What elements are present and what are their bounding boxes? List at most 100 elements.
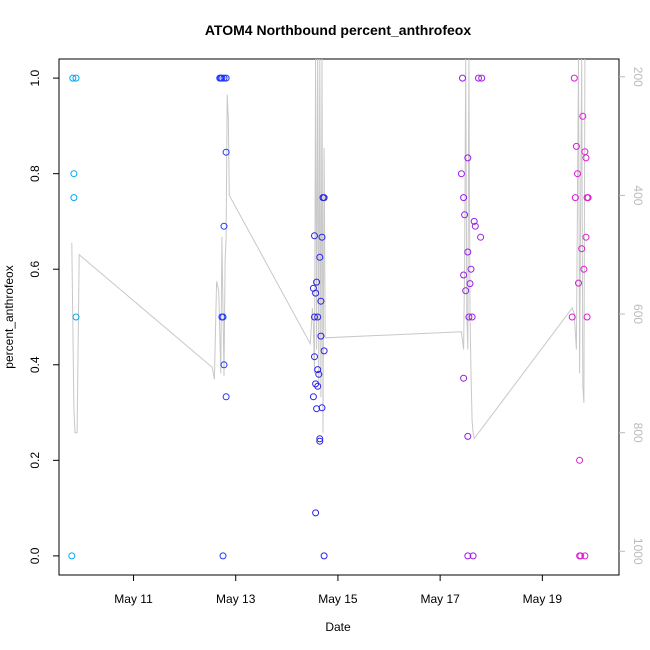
x-tick-label: May 13 — [216, 592, 256, 606]
data-point — [457, 170, 465, 178]
data-point — [464, 154, 472, 162]
x-tick-label: May 15 — [318, 592, 358, 606]
data-point — [475, 74, 482, 82]
data-point — [320, 552, 328, 560]
data-point — [318, 404, 326, 412]
data-point — [317, 297, 325, 305]
data-point — [309, 393, 317, 401]
data-point — [317, 332, 325, 340]
data-point — [576, 456, 584, 464]
data-point — [467, 265, 475, 273]
y-tick-label: 0.2 — [28, 452, 42, 469]
data-point — [580, 265, 588, 273]
data-point — [222, 74, 230, 82]
data-point — [218, 74, 226, 82]
data-point — [468, 313, 476, 321]
data-point — [312, 509, 320, 517]
data-point — [68, 552, 76, 560]
data-point — [572, 142, 580, 150]
data-point — [314, 366, 322, 374]
y2-tick-label: 1000 — [631, 538, 645, 565]
x-tick-label: May 11 — [114, 592, 153, 606]
data-point — [583, 313, 591, 321]
data-point — [464, 552, 472, 560]
y-axis-label: percent_anthrofeox — [2, 265, 16, 368]
data-point — [575, 279, 582, 287]
x-axis-label: Date — [325, 620, 351, 634]
data-point — [570, 74, 578, 82]
line-layer — [71, 58, 586, 440]
data-point — [462, 287, 470, 295]
data-point — [577, 552, 585, 560]
y-tick-label: 0.4 — [28, 356, 42, 373]
data-point — [459, 74, 466, 82]
y-tick-label: 1.0 — [28, 69, 42, 86]
data-point — [471, 222, 479, 230]
data-point — [464, 248, 472, 256]
y2-axis: 200 400 600 800 1000 — [619, 67, 645, 565]
data-point — [316, 437, 324, 445]
x-tick-label: May 19 — [523, 592, 563, 606]
plot-frame — [58, 58, 620, 576]
y-tick-label: 0.6 — [28, 261, 42, 278]
data-point — [311, 232, 318, 240]
data-point — [219, 552, 227, 560]
y-tick-label: 0.0 — [28, 547, 42, 564]
data-point — [460, 374, 468, 382]
data-point — [315, 370, 323, 378]
chart-title: ATOM4 Northbound percent_anthrofeox — [205, 22, 471, 38]
data-point — [314, 313, 322, 321]
data-point — [316, 435, 324, 443]
data-point — [584, 194, 592, 202]
data-point — [311, 353, 318, 361]
data-point — [220, 74, 228, 82]
data-point — [320, 194, 328, 202]
data-point — [469, 552, 477, 560]
data-point — [72, 313, 80, 321]
x-tick-label: May 17 — [420, 592, 460, 606]
data-point — [579, 112, 587, 120]
y2-tick-label: 800 — [631, 423, 645, 443]
data-point — [316, 253, 324, 261]
y2-tick-label: 200 — [631, 67, 645, 87]
data-point — [568, 313, 576, 321]
data-point — [582, 233, 590, 241]
data-point — [582, 154, 590, 162]
data-point — [578, 245, 586, 253]
data-point — [313, 278, 321, 286]
data-point — [460, 194, 468, 202]
x-axis: May 11 May 13 May 15 May 17 May 19 — [114, 575, 562, 606]
data-point — [220, 222, 228, 230]
y-axis: 0.0 0.2 0.4 0.6 0.8 1.0 — [28, 69, 59, 564]
data-point — [478, 74, 486, 82]
data-point — [574, 170, 581, 178]
data-point — [477, 233, 485, 241]
data-point — [571, 194, 579, 202]
data-point — [465, 313, 473, 321]
data-point — [460, 271, 468, 279]
series-line — [71, 58, 586, 440]
data-point — [318, 233, 326, 241]
data-point — [464, 432, 472, 440]
data-point — [466, 280, 474, 288]
y2-tick-label: 600 — [631, 304, 645, 324]
data-point — [70, 170, 78, 178]
data-point — [222, 148, 230, 156]
data-point — [311, 313, 318, 321]
y2-tick-label: 400 — [631, 185, 645, 205]
data-point — [69, 74, 77, 82]
y-tick-label: 0.8 — [28, 165, 42, 182]
data-point — [219, 313, 227, 321]
data-point — [461, 211, 469, 219]
data-point — [312, 289, 320, 297]
data-point — [222, 393, 230, 401]
data-point — [314, 382, 322, 390]
data-point — [220, 361, 228, 369]
data-point — [581, 552, 589, 560]
data-point — [70, 194, 78, 202]
data-point — [72, 74, 80, 82]
data-point — [470, 217, 478, 225]
point-layer — [68, 74, 592, 560]
data-point — [320, 347, 328, 355]
